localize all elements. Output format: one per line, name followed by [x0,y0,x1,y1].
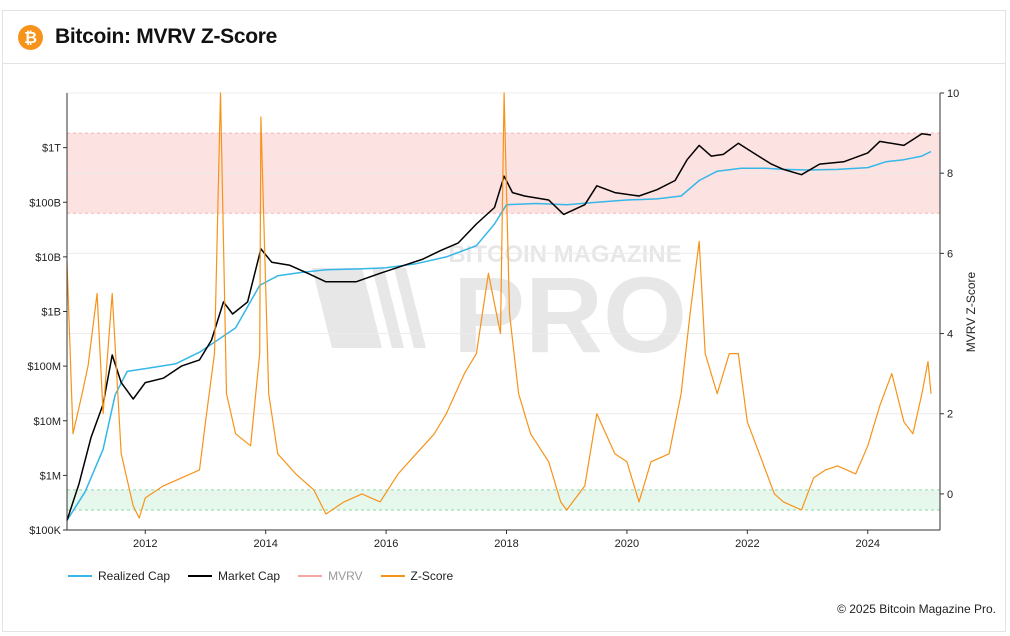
chart-legend: Realized Cap Market Cap MVRV Z-Score [68,569,453,583]
series-lines [66,92,932,521]
series-realized-cap [66,150,932,521]
y-right-tick-label: 4 [947,329,953,341]
y-left-tick-label: $100B [29,197,61,209]
legend-item-z-score[interactable]: Z-Score [380,569,454,583]
legend-swatch-mvrv [298,575,323,577]
page-title: Bitcoin: MVRV Z-Score [55,25,278,48]
y-left-tick-label: $10B [35,252,61,264]
y-left-tick-label: $10M [33,416,61,428]
watermark-top-text: BITCOIN MAGAZINE [448,241,681,268]
y-left-tick-label: $1B [41,307,61,319]
x-axis-ticks: 2012 2014 2016 2018 2020 2022 2024 [133,530,880,550]
legend-swatch-realized-cap [68,575,92,577]
legend-item-realized-cap[interactable]: Realized Cap [68,569,170,583]
legend-label: MVRV [328,569,363,583]
y-right-tick-label: 6 [947,248,953,260]
chart-header: ₿ Bitcoin: MVRV Z-Score [3,11,1005,64]
legend-item-mvrv[interactable]: MVRV [298,569,363,583]
watermark: BITCOIN MAGAZINE PRO [312,241,687,375]
y-left-tick-label: $1T [42,143,61,155]
y-right-tick-label: 10 [947,88,959,100]
y-axis-left-ticks: $100K $1M $10M $100M $1B $10B $100B $1T [27,143,67,537]
y-left-tick-label: $1M [40,470,61,482]
bitcoin-logo-icon: ₿ [18,25,43,50]
copyright-footer: © 2025 Bitcoin Magazine Pro. [837,602,996,616]
y-left-tick-label: $100K [29,525,61,537]
series-market-cap [66,132,932,521]
y-right-tick-label: 2 [947,409,953,421]
band-green [67,489,940,510]
legend-swatch-market-cap [188,575,213,577]
y-right-tick-label: 0 [947,489,953,501]
y-axis-right-ticks: 0 2 4 6 8 10 [940,88,959,501]
y-axis-right-label: MVRV Z-Score [964,271,978,352]
x-tick-label: 2018 [494,538,518,550]
series-z-score [66,92,932,519]
legend-label: Z-Score [410,569,454,583]
y-left-tick-label: $100M [27,361,61,373]
x-tick-label: 2022 [735,538,759,550]
x-tick-label: 2020 [615,538,639,550]
legend-label: Realized Cap [98,569,171,583]
legend-item-market-cap[interactable]: Market Cap [188,569,280,583]
x-tick-label: 2014 [253,538,277,550]
legend-swatch-z-score [380,575,405,577]
x-tick-label: 2024 [856,538,880,550]
x-tick-label: 2012 [133,538,157,550]
watermark-big-text: PRO [453,254,687,375]
y-right-tick-label: 8 [947,168,953,180]
x-tick-label: 2016 [374,538,398,550]
legend-label: Market Cap [218,569,281,583]
watermark-bars-icon [312,268,426,348]
